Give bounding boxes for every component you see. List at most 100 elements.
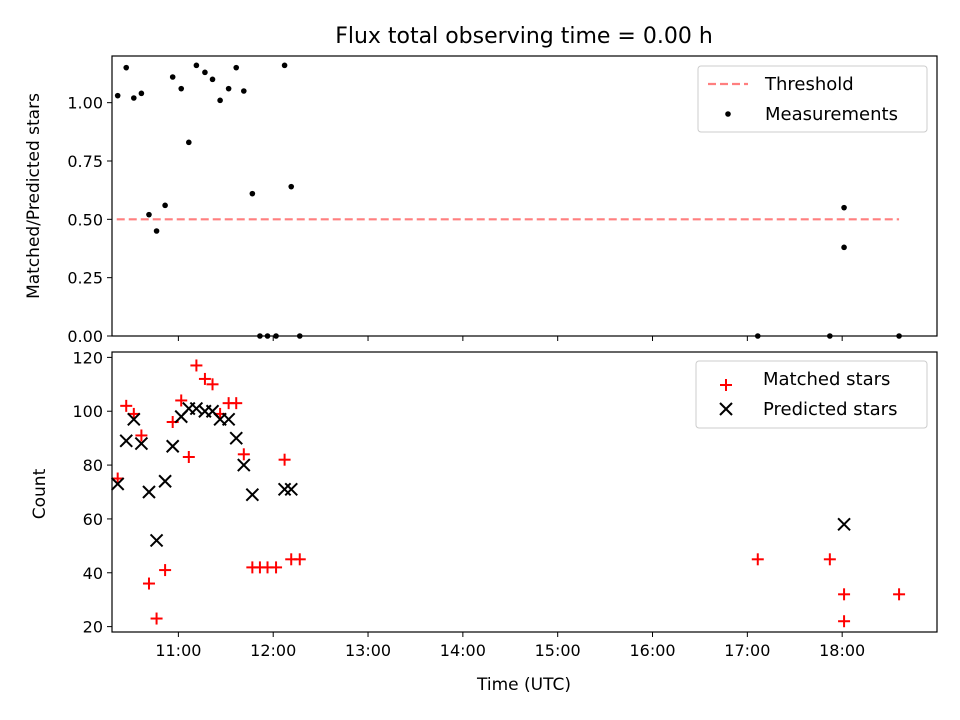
measurement-point xyxy=(209,76,216,83)
count-subplot: Count Time (UTC) 20 40 60 80 100 120 11:00 12:… xyxy=(30,348,938,695)
predicted-point xyxy=(134,436,149,451)
matched-point xyxy=(159,564,172,577)
matched-point xyxy=(150,612,163,625)
count-plot-area xyxy=(110,359,906,628)
measurement-point xyxy=(178,85,185,92)
y-tick-label: 40 xyxy=(83,564,103,583)
legend-threshold-label: Threshold xyxy=(764,74,854,95)
matched-point xyxy=(838,615,851,628)
measurement-point xyxy=(162,202,168,209)
measurement-point xyxy=(169,74,176,80)
predicted-point xyxy=(142,485,156,499)
measurement-point xyxy=(186,139,192,146)
ratio-y-axis-label: Matched/Predicted stars xyxy=(24,93,44,299)
y-tick-label: 20 xyxy=(83,618,103,637)
y-tick-label: 0.00 xyxy=(67,327,103,346)
y-tick-label: 1.00 xyxy=(67,94,103,113)
measurement-point xyxy=(123,64,130,71)
measurement-point xyxy=(138,90,145,97)
x-tick-label: 18:00 xyxy=(819,641,865,660)
matched-point xyxy=(751,553,764,566)
x-tick-label: 17:00 xyxy=(724,641,770,660)
matched-point xyxy=(120,399,133,412)
measurement-point xyxy=(217,97,223,104)
matched-point xyxy=(135,429,148,442)
legend-measurements-swatch xyxy=(725,111,731,117)
predicted-point xyxy=(127,412,141,427)
x-tick-label: 14:00 xyxy=(440,641,486,660)
y-tick-label: 0.25 xyxy=(67,269,103,288)
predicted-point xyxy=(284,482,298,497)
matched-point xyxy=(230,397,243,410)
matched-point xyxy=(893,588,906,601)
ratio-legend: Threshold Measurements xyxy=(697,65,928,133)
measurement-point xyxy=(841,204,847,211)
matched-point xyxy=(823,553,836,566)
matched-point xyxy=(293,553,306,566)
measurement-point xyxy=(153,228,160,234)
legend-predicted-label: Predicted stars xyxy=(763,399,897,420)
matched-point xyxy=(175,394,188,407)
y-tick-label: 0.75 xyxy=(67,152,103,171)
ratio-legend-box xyxy=(697,65,928,133)
count-y-axis-label: Count xyxy=(30,468,50,519)
ratio-subplot: Flux total observing time = 0.00 h Match… xyxy=(24,24,938,346)
measurement-point xyxy=(241,88,247,94)
predicted-point xyxy=(189,401,204,416)
matched-point xyxy=(838,588,851,601)
ratio-y-ticks: 0.00 0.25 0.50 0.75 1.00 xyxy=(67,94,112,346)
count-x-ticks: 11:00 12:00 13:00 14:00 15:00 16:00 17:00 18:00 xyxy=(155,632,865,660)
ratio-title: Flux total observing time = 0.00 h xyxy=(335,24,713,49)
y-tick-label: 120 xyxy=(72,348,103,367)
count-axes-frame xyxy=(111,351,938,633)
predicted-point xyxy=(149,533,164,548)
ratio-axes-frame xyxy=(111,55,938,337)
matched-point xyxy=(278,453,291,466)
matched-point xyxy=(206,378,219,391)
predicted-point xyxy=(158,474,172,488)
measurement-point xyxy=(114,92,121,99)
y-tick-label: 60 xyxy=(83,510,103,529)
measurement-point xyxy=(233,64,240,71)
measurement-point xyxy=(202,69,208,76)
measurement-point xyxy=(131,95,137,101)
predicted-point xyxy=(237,458,251,472)
matched-point xyxy=(142,577,155,590)
y-tick-label: 80 xyxy=(83,456,103,475)
measurement-point xyxy=(249,190,256,197)
matched-point xyxy=(270,561,283,574)
legend-measurements-label: Measurements xyxy=(765,104,898,125)
predicted-point xyxy=(245,487,260,502)
x-tick-label: 11:00 xyxy=(155,641,201,660)
measurement-point xyxy=(281,62,288,69)
predicted-point xyxy=(165,439,180,453)
x-tick-label: 16:00 xyxy=(629,641,675,660)
measurement-point xyxy=(193,62,200,69)
y-tick-label: 0.50 xyxy=(67,210,103,229)
measurement-point xyxy=(841,244,847,251)
legend-matched-label: Matched stars xyxy=(763,369,890,390)
ratio-x-ticks xyxy=(177,336,843,341)
matched-point xyxy=(237,448,250,461)
predicted-point xyxy=(221,412,236,427)
y-tick-label: 100 xyxy=(72,402,103,421)
count-legend: Matched stars Predicted stars xyxy=(695,360,928,429)
matched-point xyxy=(182,451,195,463)
x-tick-label: 13:00 xyxy=(345,641,391,660)
predicted-point xyxy=(229,431,243,445)
matched-point xyxy=(190,359,203,372)
legend-predicted-swatch xyxy=(719,402,733,416)
measurement-point xyxy=(146,211,152,218)
legend-matched-swatch xyxy=(720,379,732,391)
predicted-point xyxy=(837,517,851,532)
predicted-point xyxy=(110,477,125,491)
predicted-point xyxy=(119,434,133,448)
count-legend-box xyxy=(695,360,928,429)
x-tick-label: 12:00 xyxy=(250,641,296,660)
count-x-axis-label: Time (UTC) xyxy=(476,675,571,695)
matched-point xyxy=(198,372,211,385)
measurement-point xyxy=(225,85,232,92)
count-y-ticks: 20 40 60 80 100 120 xyxy=(72,348,112,637)
ratio-plot-area xyxy=(114,62,902,339)
